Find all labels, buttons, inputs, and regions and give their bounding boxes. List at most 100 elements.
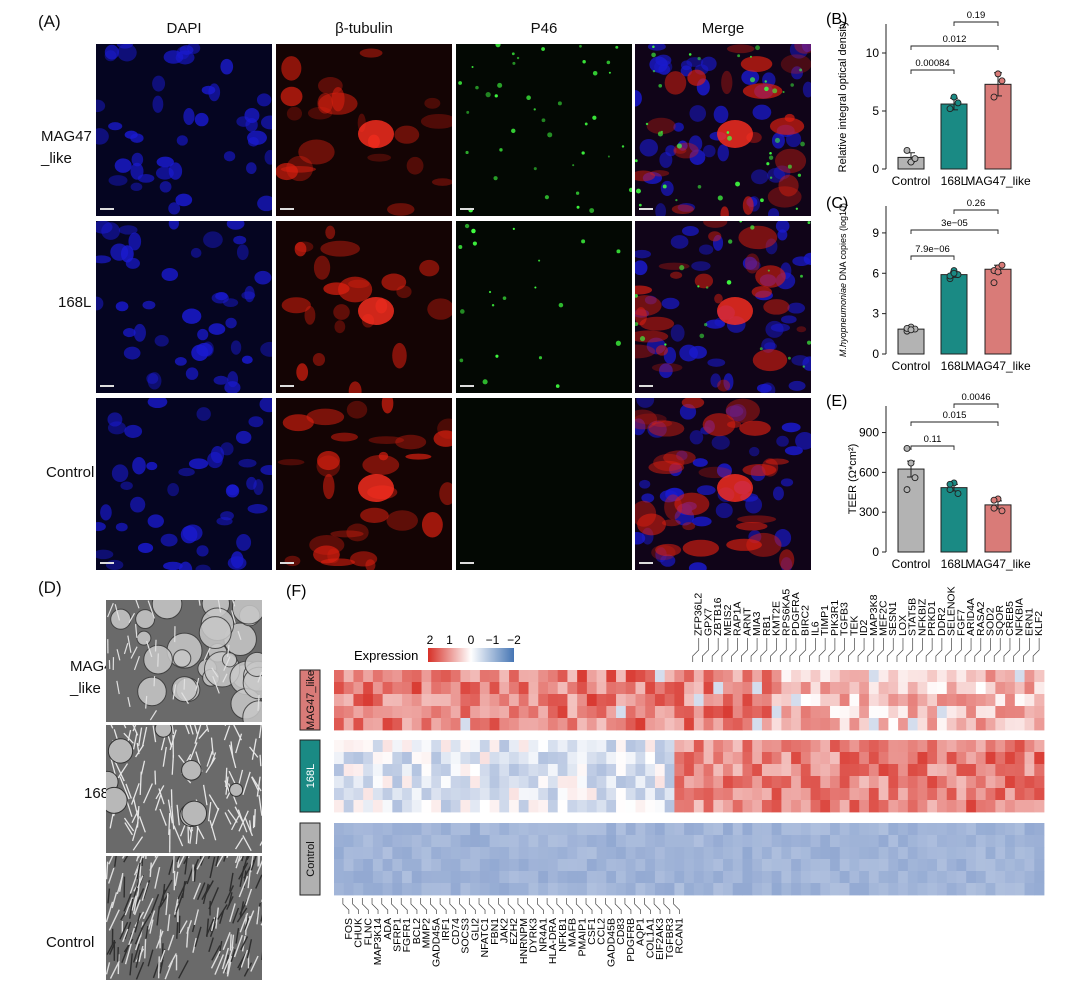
heatmap-cell xyxy=(839,871,850,884)
heatmap-cell xyxy=(868,883,880,896)
heatmap-cell xyxy=(937,788,948,801)
heatmap-cell xyxy=(606,682,617,695)
heatmap-cell xyxy=(781,835,792,848)
heatmap-cell xyxy=(839,835,850,848)
heatmap-cell xyxy=(693,682,704,695)
heatmap-cell xyxy=(1005,871,1016,884)
heatmap-cell xyxy=(479,718,491,731)
heatmap-cell xyxy=(878,764,889,777)
data-point xyxy=(907,459,915,467)
heatmap-cell xyxy=(868,706,880,719)
heatmap-cell xyxy=(703,871,714,884)
heatmap-cell xyxy=(392,871,403,884)
heatmap-cell xyxy=(820,835,831,848)
heatmap-cell xyxy=(946,670,957,683)
heatmap-cell xyxy=(684,682,695,695)
heatmap-cell xyxy=(732,694,743,707)
heatmap-cell xyxy=(888,883,899,896)
heatmap-cell xyxy=(635,670,646,683)
heatmap-cell xyxy=(937,718,948,731)
heatmap-cell xyxy=(946,835,957,848)
heatmap-cell xyxy=(937,752,948,765)
heatmap-cell xyxy=(732,682,743,695)
heatmap-cell xyxy=(343,859,354,872)
heatmap-cell xyxy=(888,764,899,777)
heatmap-cell xyxy=(898,847,909,860)
heatmap-cell xyxy=(966,800,977,813)
heatmap-cell xyxy=(479,883,491,896)
heatmap-cell xyxy=(567,835,578,848)
heatmap-cell xyxy=(907,847,918,860)
heatmap-cell xyxy=(917,706,928,719)
heatmap-cell xyxy=(616,706,627,719)
heatmap-cell xyxy=(343,883,354,896)
heatmap-cell xyxy=(372,847,384,860)
heatmap-cell xyxy=(985,883,996,896)
heatmap-cell xyxy=(567,740,578,753)
heatmap-cell xyxy=(557,859,568,872)
heatmap-cell xyxy=(859,823,870,836)
heatmap-cell xyxy=(489,776,500,789)
gene-tick xyxy=(575,898,583,914)
heatmap-cell xyxy=(791,764,802,777)
sem-image xyxy=(106,600,262,722)
heatmap-cell xyxy=(363,823,374,836)
heatmap-cell xyxy=(450,871,461,884)
heatmap-cell xyxy=(742,800,753,813)
heatmap-cell xyxy=(402,776,413,789)
heatmap-cell xyxy=(538,859,549,872)
heatmap-cell xyxy=(567,776,578,789)
heatmap-cell xyxy=(693,670,704,683)
heatmap-cell xyxy=(732,718,743,731)
heatmap-cell xyxy=(937,883,948,896)
heatmap-cell xyxy=(849,706,860,719)
heatmap-cell xyxy=(1014,859,1025,872)
heatmap-cell xyxy=(859,706,870,719)
heatmap-cell xyxy=(800,752,811,765)
heatmap-cell xyxy=(382,883,393,896)
heatmap-cell xyxy=(771,859,782,872)
heatmap-cell xyxy=(470,800,481,813)
heatmap-cell xyxy=(645,859,656,872)
heatmap-cell xyxy=(917,859,928,872)
heatmap-cell xyxy=(645,823,656,836)
heatmap-cell xyxy=(411,752,422,765)
gene-label: RCAN1 xyxy=(674,918,686,954)
heatmap-cell xyxy=(975,718,987,731)
heatmap-cell xyxy=(966,706,977,719)
heatmap-cell xyxy=(402,800,413,813)
gene-tick xyxy=(634,898,641,914)
heatmap-cell xyxy=(956,871,967,884)
heatmap-cell xyxy=(363,883,374,896)
heatmap-cell xyxy=(479,800,491,813)
heatmap-cell xyxy=(985,776,996,789)
heatmap-cell xyxy=(382,694,393,707)
heatmap-cell xyxy=(800,718,811,731)
heatmap-cell xyxy=(946,764,957,777)
heatmap-cell xyxy=(684,776,695,789)
micrograph-tile xyxy=(635,221,811,393)
heatmap-cell xyxy=(752,859,763,872)
heatmap-cell xyxy=(343,718,354,731)
heatmap-cell xyxy=(907,823,918,836)
heatmap-cell xyxy=(684,764,695,777)
heatmap-cell xyxy=(382,776,393,789)
heatmap-cell xyxy=(898,871,909,884)
heatmap-cell xyxy=(927,871,938,884)
scale-bar xyxy=(460,562,474,564)
heatmap-cell xyxy=(927,800,938,813)
heatmap-cell xyxy=(635,800,646,813)
gene-tick xyxy=(595,898,603,914)
heatmap-cell xyxy=(635,752,646,765)
heatmap-cell xyxy=(742,694,753,707)
heatmap-cell xyxy=(343,800,354,813)
heatmap-cell xyxy=(470,788,481,801)
heatmap-cell xyxy=(334,883,345,896)
heatmap-cell xyxy=(1024,788,1035,801)
heatmap-cell xyxy=(470,776,481,789)
heatmap-cell xyxy=(402,883,413,896)
heatmap-cell xyxy=(518,883,529,896)
heatmap-cell xyxy=(664,740,675,753)
heatmap-cell xyxy=(547,871,559,884)
data-point xyxy=(994,268,1002,276)
